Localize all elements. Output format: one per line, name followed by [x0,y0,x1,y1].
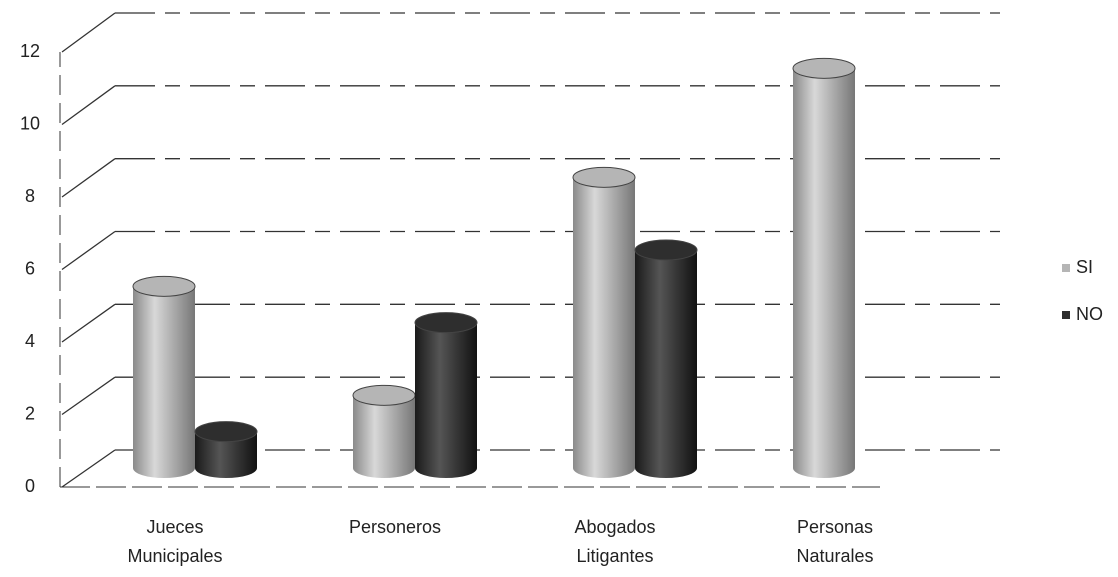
bar [133,286,195,468]
y-tick-label: 0 [25,476,35,496]
cylinder-top [132,275,196,297]
cylinder-top [792,57,856,79]
x-tick-label: Personeros [348,517,442,537]
legend-label: SI [1076,257,1093,277]
grid-line-side [61,158,116,198]
x-tick-label: Personas Naturales [796,517,874,566]
x-tick-label: Jueces Municipales [127,517,223,566]
y-tick-label: 12 [20,41,40,61]
bar [415,322,477,468]
legend-swatch [1062,264,1070,272]
cylinder-top [352,384,416,406]
y-tick-label: 4 [25,331,35,351]
cylinder-top [194,421,258,443]
grid-line-side [61,376,116,416]
grid-line-side [61,12,116,53]
bar [353,395,415,468]
x-tick-label: Abogados Litigantes [574,517,656,566]
y-tick-label: 8 [25,186,35,206]
grid-line-side [61,303,116,343]
cylinder-top [414,312,478,334]
y-tick-label: 10 [20,113,40,133]
grid-line-side [61,85,116,126]
grid-line-side [61,230,116,271]
legend-swatch [1062,311,1070,319]
y-tick-label: 6 [25,258,35,278]
bar [573,177,635,469]
cylinder-top [634,239,698,261]
legend-label: NO [1076,304,1103,324]
bar [793,68,855,468]
grid-line-side [61,449,116,488]
cylinder-top [572,166,636,188]
bar [635,250,697,468]
y-tick-label: 2 [25,403,35,423]
